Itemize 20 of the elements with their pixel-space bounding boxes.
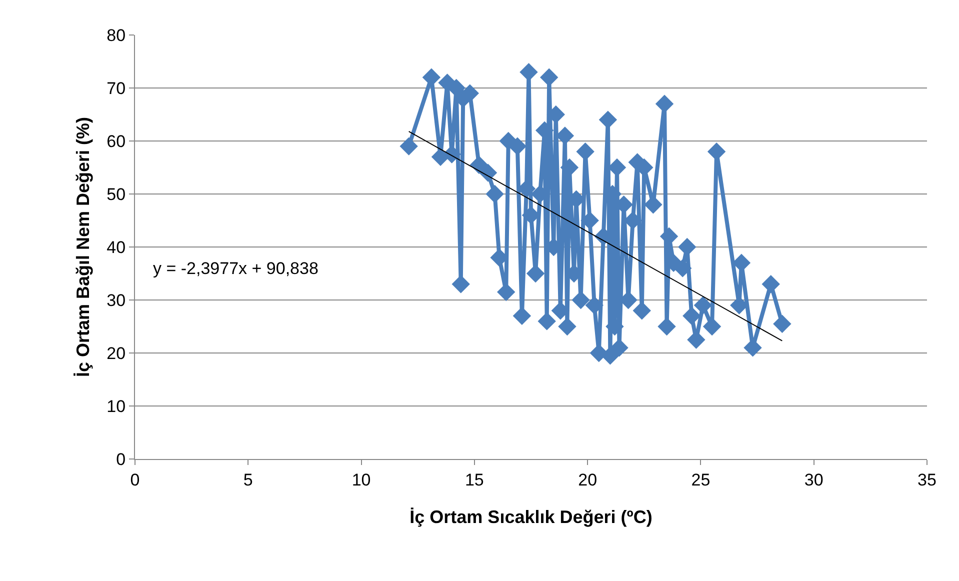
y-tick-label: 30	[106, 290, 126, 310]
x-tick-label: 5	[243, 470, 253, 490]
y-tick-label: 80	[106, 26, 126, 45]
x-axis-title: İç Ortam Sıcaklık Değeri (ºC)	[410, 507, 652, 527]
y-tick-label: 40	[106, 238, 126, 257]
x-tick-label: 15	[464, 470, 484, 490]
annotation: y = -2,3977x + 90,838	[153, 259, 318, 278]
y-tick-label: 20	[106, 344, 126, 363]
x-tick-label: 20	[578, 470, 598, 490]
x-tick-label: 35	[918, 470, 936, 490]
y-tick-label: 70	[106, 78, 126, 98]
x-tick-label: 0	[130, 470, 140, 490]
x-tick-label: 30	[804, 470, 824, 490]
y-axis-title: İç Ortam Bağıl Nem Değeri (%)	[73, 116, 93, 378]
x-tick-label: 10	[352, 470, 371, 490]
y-tick-label: 50	[106, 184, 126, 204]
y-tick-label: 0	[116, 450, 126, 469]
x-tick-label: 25	[691, 470, 710, 490]
y-tick-label: 10	[106, 396, 126, 416]
y-tick-label: 60	[106, 132, 126, 151]
